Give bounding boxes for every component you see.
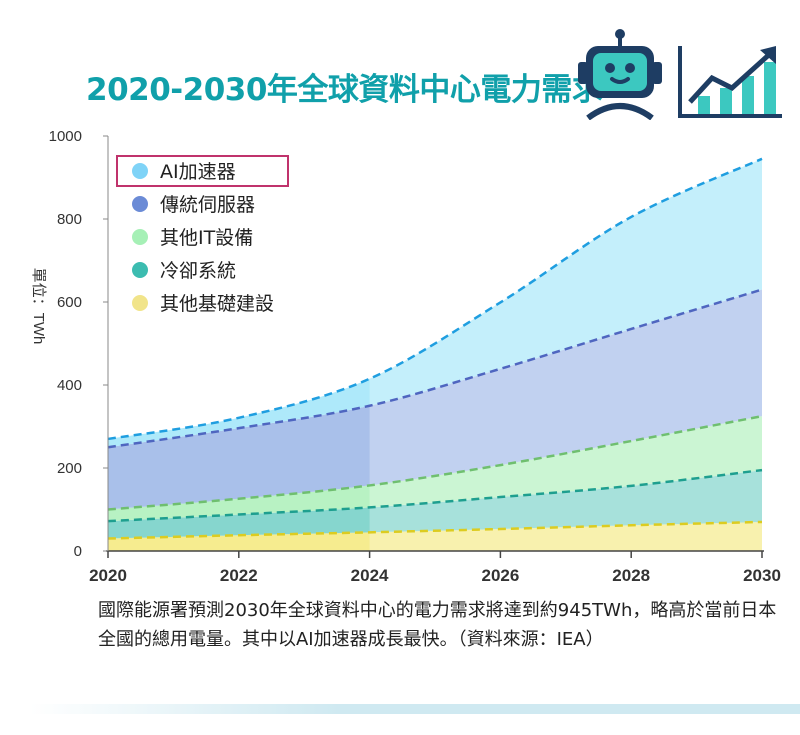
x-tick-labels: 2020 2022 2024 2026 2028 2030 — [89, 551, 781, 585]
legend-swatch — [132, 163, 148, 179]
legend-label: 冷卻系統 — [160, 260, 236, 282]
area-e585b6e4bb96ite8a8ade582 — [108, 416, 762, 522]
projection-shade — [369, 158, 762, 551]
legend-swatch — [132, 196, 148, 212]
legend-swatch — [132, 229, 148, 245]
legend-label: AI加速器 — [160, 161, 236, 183]
x-tick-label: 2026 — [481, 566, 519, 585]
line-e582b3e7b5b1e4bcbae69c8d — [107, 288, 763, 449]
y-tick-labels: 0 200 400 600 800 1000 — [49, 128, 108, 560]
caption-text: 國際能源署預測2030年全球資料中心的電力需求將達到約945TWh，略高於當前日… — [98, 600, 777, 650]
line-e585b6e4bb96ite8a8ade582 — [107, 414, 763, 511]
y-tick-label: 200 — [57, 460, 82, 477]
y-axis-label: 單位：TWh — [30, 268, 47, 345]
y-tick-label: 600 — [57, 294, 82, 311]
legend-swatch — [132, 262, 148, 278]
legend-swatch — [132, 295, 148, 311]
line-e585b6e4bb96e59fbae7a48e — [107, 520, 763, 540]
chart-axes — [106, 136, 764, 552]
y-tick-label: 400 — [57, 377, 82, 394]
decorative-band — [30, 704, 800, 714]
y-tick-label: 1000 — [49, 128, 82, 145]
legend-label: 其他基礎建設 — [160, 293, 274, 315]
area-e585b6e4bb96e59fbae7a48e — [108, 521, 762, 551]
x-tick-label: 2030 — [743, 566, 781, 585]
robot-icon — [578, 29, 662, 120]
area-aie58aa0e9809fe599a8 — [108, 158, 762, 448]
line-aie58aa0e9809fe599a8 — [107, 157, 763, 441]
area-e582b3e7b5b1e4bcbae69c8d — [108, 289, 762, 510]
legend-label: 傳統伺服器 — [160, 194, 255, 216]
y-tick-label: 0 — [74, 543, 82, 560]
area-e586b7e58dbbe7b3bbe7b5b1 — [108, 470, 762, 539]
x-tick-label: 2020 — [89, 566, 127, 585]
legend-label: 其他IT設備 — [160, 227, 253, 249]
chart-areas — [108, 158, 762, 551]
projection-overlay — [369, 158, 762, 551]
x-tick-label: 2024 — [351, 566, 389, 585]
line-e586b7e58dbbe7b3bbe7b5b1 — [107, 468, 763, 523]
y-tick-label: 800 — [57, 211, 82, 228]
page-title: 2020-2030年全球資料中心電力需求 — [86, 72, 603, 108]
chart-lines — [107, 157, 763, 540]
x-tick-label: 2022 — [220, 566, 258, 585]
x-tick-label: 2028 — [612, 566, 650, 585]
growth-chart-icon — [678, 46, 782, 118]
